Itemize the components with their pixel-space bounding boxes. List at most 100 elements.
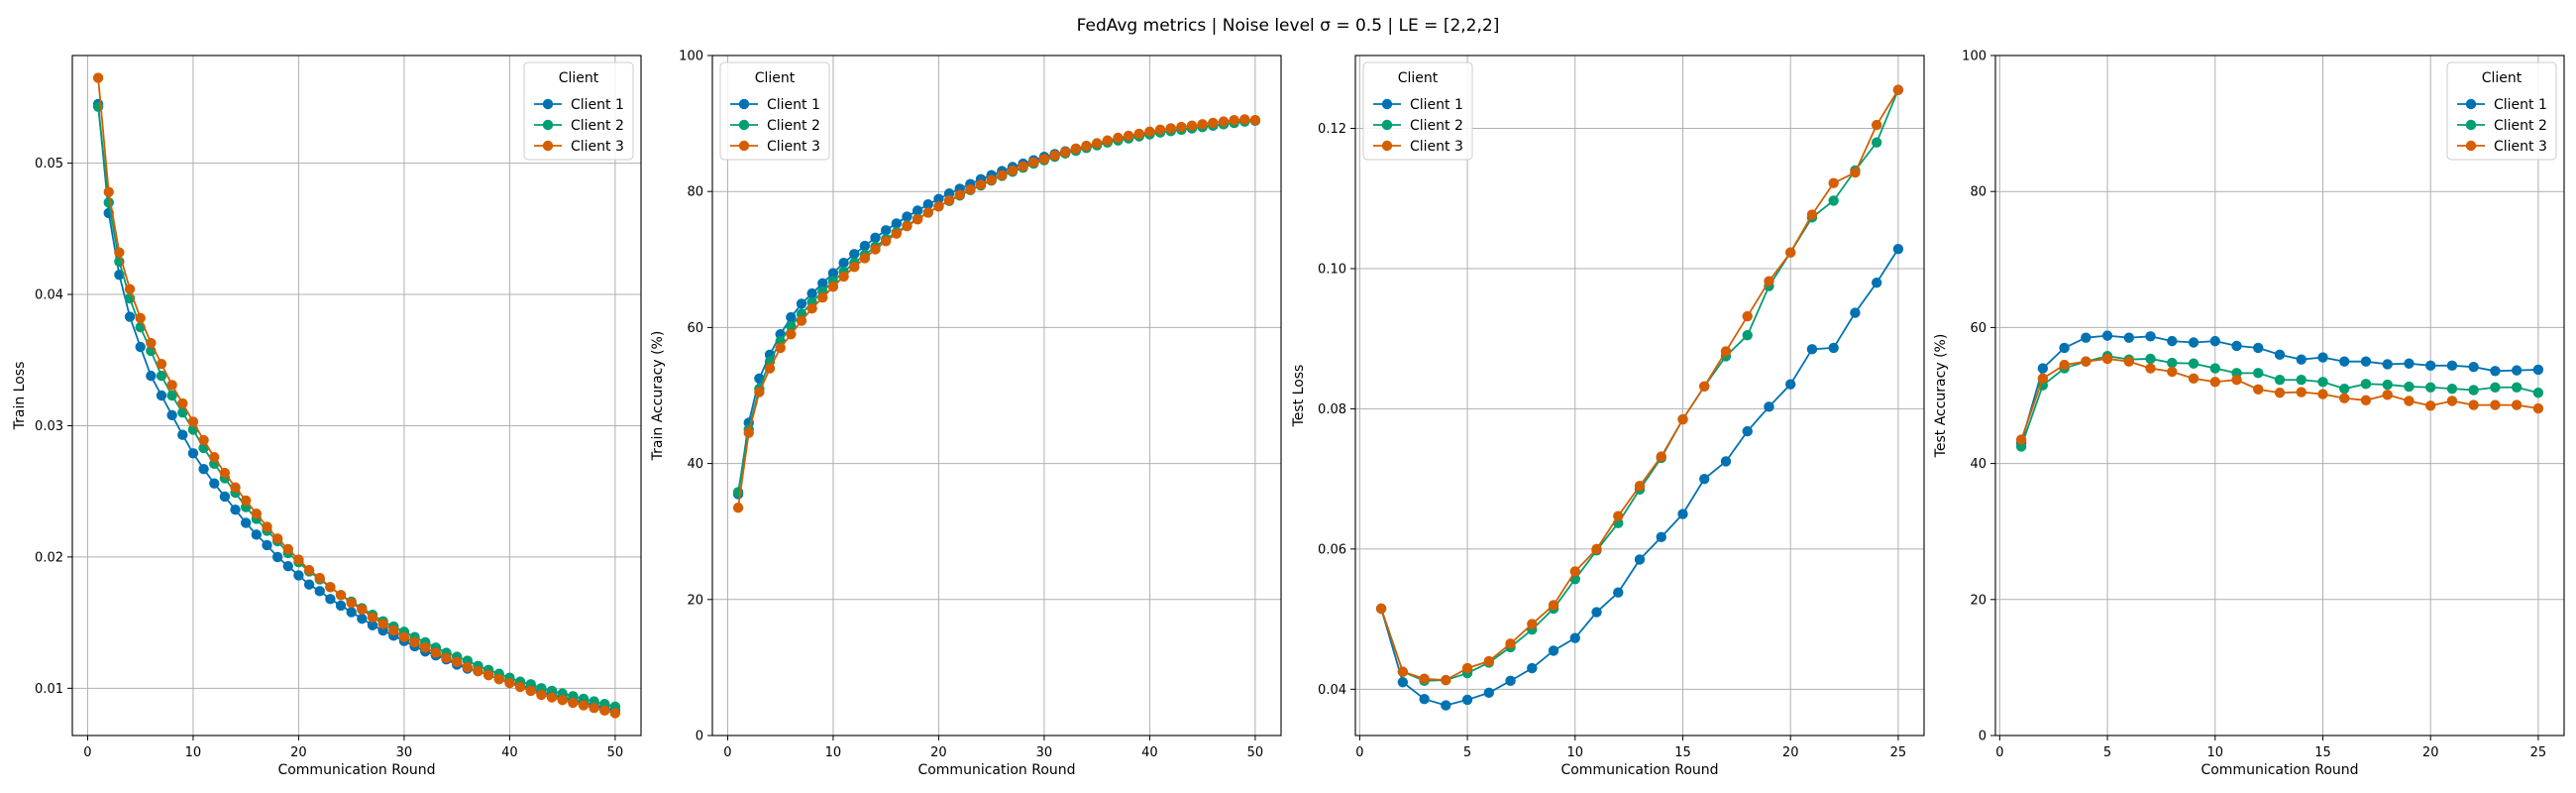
data-point-client-3 xyxy=(187,416,199,427)
data-point-client-3 xyxy=(902,220,912,232)
x-tick-label: 50 xyxy=(607,745,624,760)
data-point-client-3 xyxy=(599,705,610,717)
data-point-client-3 xyxy=(1591,543,1602,555)
data-point-client-3 xyxy=(146,337,157,349)
data-point-client-3 xyxy=(2188,373,2200,385)
legend-entry-client-3: Client 3 xyxy=(571,139,624,155)
data-point-client-3 xyxy=(1049,150,1060,162)
data-point-client-1 xyxy=(2360,356,2372,367)
data-point-client-1 xyxy=(2059,342,2070,354)
data-point-client-3 xyxy=(1038,154,1050,165)
axes-frame xyxy=(711,55,1282,736)
data-point-client-1 xyxy=(1483,687,1495,699)
data-point-client-1 xyxy=(240,517,252,528)
data-point-client-3 xyxy=(219,467,231,479)
y-tick-label: 0.12 xyxy=(1318,122,1346,137)
data-point-client-3 xyxy=(282,543,293,555)
data-point-client-3 xyxy=(732,502,744,513)
x-tick-label: 5 xyxy=(2103,745,2111,760)
legend-swatch-marker xyxy=(738,119,750,131)
data-point-client-3 xyxy=(2274,388,2286,398)
data-point-client-2 xyxy=(2209,363,2220,374)
data-point-client-1 xyxy=(346,607,357,618)
legend-title: Client xyxy=(559,70,599,86)
data-point-client-1 xyxy=(2532,364,2544,376)
data-point-client-2 xyxy=(1828,195,1839,206)
data-point-client-3 xyxy=(1871,119,1882,131)
data-point-client-3 xyxy=(891,228,903,239)
data-point-client-3 xyxy=(1892,84,1904,95)
data-point-client-3 xyxy=(859,253,871,264)
data-point-client-2 xyxy=(103,197,114,208)
data-point-client-3 xyxy=(1764,276,1774,286)
data-point-client-3 xyxy=(1742,310,1753,322)
data-point-client-3 xyxy=(1828,177,1839,188)
legend-swatch-marker xyxy=(738,98,750,110)
data-point-client-2 xyxy=(166,390,177,401)
chart-panel-1: 0 10 20 30 40 50 0.01 0.02 0.03 0.04 0.05 Communica… xyxy=(12,55,642,778)
data-point-client-2 xyxy=(177,407,188,418)
data-point-client-3 xyxy=(156,359,167,370)
data-point-client-3 xyxy=(1113,132,1124,144)
data-point-client-1 xyxy=(1677,509,1688,519)
data-point-client-2 xyxy=(2490,382,2501,393)
legend: Client Client 1 Client 2 Client 3 xyxy=(1362,61,1473,161)
data-point-client-1 xyxy=(271,551,283,563)
data-point-client-1 xyxy=(1764,401,1774,412)
data-point-client-1 xyxy=(135,341,146,353)
data-point-client-3 xyxy=(430,647,442,658)
data-point-client-3 xyxy=(1699,381,1710,393)
data-point-client-3 xyxy=(568,697,579,709)
data-point-client-3 xyxy=(314,572,325,584)
x-tick-label: 50 xyxy=(1247,745,1264,760)
legend-entry-client-3: Client 3 xyxy=(1410,139,1463,155)
legend-swatch-marker xyxy=(738,140,750,152)
data-point-client-1 xyxy=(2468,361,2479,373)
y-tick-label: 0.03 xyxy=(35,419,63,434)
chart-panel-2: 0 10 20 30 40 50 0 20 40 60 80 100 Communication Rou… xyxy=(650,50,1282,778)
data-point-client-1 xyxy=(219,491,231,503)
data-point-client-3 xyxy=(335,590,347,601)
data-point-client-3 xyxy=(1081,141,1092,152)
x-tick-label: 15 xyxy=(2314,745,2331,760)
y-tick-label: 100 xyxy=(679,50,703,64)
legend-box xyxy=(2446,61,2557,161)
data-point-client-1 xyxy=(230,505,241,515)
chart-panel-4: 0 5 10 15 20 25 0 20 40 60 80 100 Communication Roun… xyxy=(1933,50,2565,778)
data-point-client-3 xyxy=(2468,399,2479,410)
data-point-client-1 xyxy=(177,429,188,440)
data-point-client-1 xyxy=(1871,277,1882,288)
data-point-client-3 xyxy=(2145,363,2156,374)
x-tick-label: 25 xyxy=(1890,745,1907,760)
legend-entry-client-3: Client 3 xyxy=(767,139,820,155)
data-point-client-1 xyxy=(806,287,817,299)
y-tick-label: 0.04 xyxy=(35,288,63,303)
data-point-client-1 xyxy=(2123,332,2135,343)
data-point-client-3 xyxy=(1375,603,1387,615)
data-point-client-3 xyxy=(1483,655,1495,667)
data-point-client-3 xyxy=(2446,396,2458,406)
data-point-client-3 xyxy=(1461,662,1473,674)
data-point-client-2 xyxy=(2145,353,2156,365)
data-point-client-1 xyxy=(880,225,892,236)
data-point-client-1 xyxy=(282,560,293,572)
data-point-client-1 xyxy=(124,311,136,322)
data-point-client-1 xyxy=(357,613,368,624)
data-point-client-3 xyxy=(2490,399,2501,410)
axes-frame xyxy=(71,55,642,736)
data-point-client-1 xyxy=(262,539,272,551)
data-point-client-3 xyxy=(1249,114,1261,126)
data-point-client-1 xyxy=(2404,358,2415,369)
data-point-client-1 xyxy=(1505,675,1516,687)
data-point-client-3 xyxy=(271,533,283,544)
data-point-client-1 xyxy=(1850,307,1861,318)
data-point-client-3 xyxy=(1060,147,1071,158)
data-point-client-1 xyxy=(2188,337,2200,348)
data-point-client-3 xyxy=(1569,566,1580,577)
data-point-client-3 xyxy=(1133,128,1144,140)
data-point-client-3 xyxy=(367,612,378,623)
y-tick-label: 20 xyxy=(1970,593,1986,608)
data-point-client-3 xyxy=(578,700,590,711)
data-point-client-2 xyxy=(2446,383,2458,395)
data-point-client-2 xyxy=(2253,368,2264,379)
